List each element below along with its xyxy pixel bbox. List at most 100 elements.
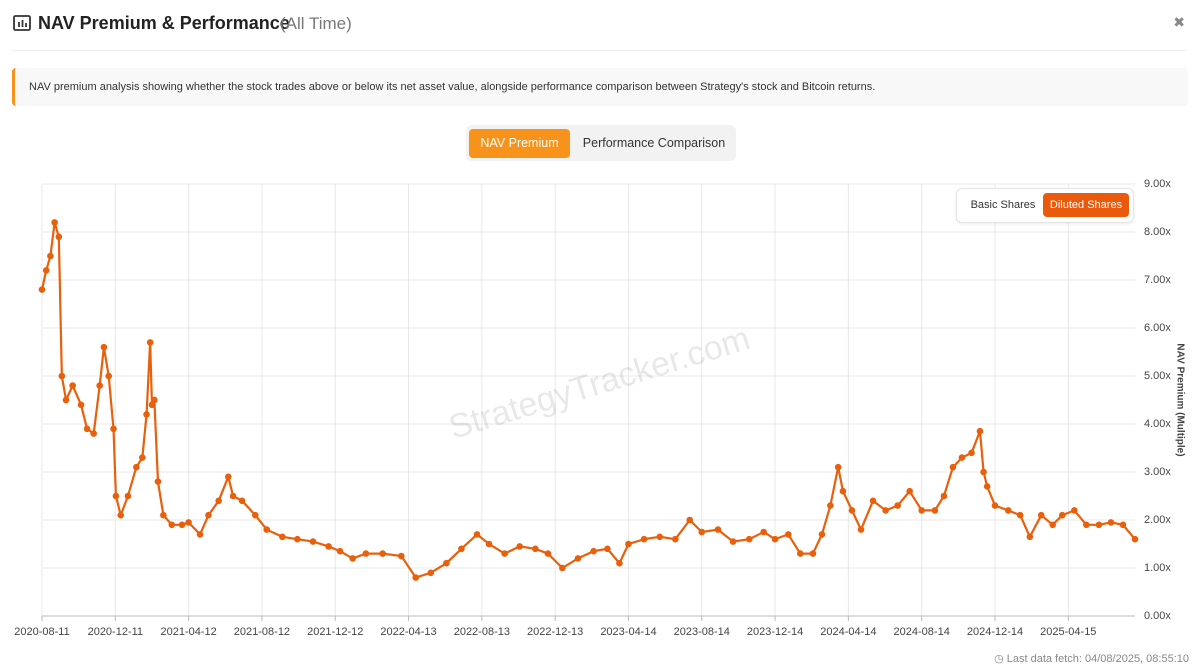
divider [12,50,1187,51]
data-point [544,550,552,557]
data-point [760,528,767,536]
data-point [532,545,539,553]
data-point [784,531,792,538]
data-point [949,463,957,471]
data-point [625,540,632,548]
data-point [124,492,132,500]
y-tick-label: 4.00x [1144,418,1171,430]
data-point [797,550,804,557]
data-point [574,555,582,562]
tab[interactable]: Performance Comparison [582,136,726,150]
data-point [869,497,877,505]
data-point [133,463,140,471]
data-point [379,550,386,557]
data-point [882,507,889,514]
data-point [458,545,465,553]
data-point [1058,511,1066,519]
data-point [263,526,271,533]
data-point [894,502,901,509]
data-point [857,526,865,533]
data-point [714,526,722,533]
x-tick-label: 2023-12-14 [747,626,803,638]
x-tick-label: 2022-04-13 [380,626,436,638]
data-point [62,396,70,404]
y-tick-label: 1.00x [1144,562,1171,574]
data-point [151,396,158,404]
data-point [559,564,566,572]
data-point [168,521,176,529]
data-point [279,533,286,541]
data-point [698,528,706,536]
data-point [185,519,192,526]
y-tick-label: 0.00x [1144,610,1171,622]
x-tick-label: 2022-08-13 [454,626,510,638]
y-tick-label: 3.00x [1144,466,1171,478]
y-axis-label: NAV Premium (Multiple) [1174,343,1185,456]
data-point [77,401,85,409]
data-point [143,411,150,418]
data-point [105,372,112,380]
data-point [427,569,435,577]
close-button[interactable]: ✖ [1173,14,1185,30]
data-point [976,427,984,435]
data-point [771,535,779,543]
toggle-button[interactable]: Diluted Shares [1043,193,1129,217]
x-tick-label: 2020-12-11 [88,626,143,638]
data-point [83,425,91,433]
data-point [1131,535,1139,543]
x-tick-label: 2025-04-15 [1040,626,1096,638]
data-point [745,535,753,543]
data-point [839,487,847,495]
data-point [90,430,97,437]
y-tick-label: 8.00x [1144,226,1171,238]
data-point [154,478,162,485]
data-point [1049,521,1056,529]
data-point [100,343,108,351]
toggle-button[interactable]: Basic Shares [970,199,1036,211]
data-point [983,483,991,490]
data-point [616,559,623,567]
data-point [229,492,237,500]
data-point [1037,511,1045,519]
data-point [940,492,948,500]
x-tick-label: 2023-04-14 [600,626,656,638]
data-point [656,533,664,541]
subtitle: (All Time) [280,14,352,33]
data-point [834,463,842,471]
data-point [69,382,76,389]
x-tick-label: 2024-04-14 [820,626,876,638]
chart-icon [13,15,31,31]
data-point [931,507,939,514]
data-point [1083,521,1090,529]
data-point [215,497,222,505]
x-tick-label: 2021-12-12 [307,626,363,638]
data-point [1071,507,1078,514]
data-point [590,547,597,555]
data-point [51,219,58,226]
data-point [55,233,63,241]
data-point [958,454,966,461]
data-point [238,497,246,505]
tab-bar: NAV Premium Performance Comparison [466,125,736,161]
data-point [224,473,232,481]
data-point [686,516,694,524]
data-point [604,545,611,553]
info-box: NAV premium analysis showing whether the… [12,68,1188,106]
data-point [42,267,50,274]
data-point [818,531,826,538]
data-point [1095,521,1103,529]
data-point [968,449,975,457]
data-point [1016,511,1024,519]
y-tick-label: 5.00x [1144,370,1171,382]
title: NAV Premium & Performance [38,13,290,33]
footer: ◷ Last data fetch: 04/08/2025, 08:55:10 [994,653,1189,665]
data-point [848,507,856,514]
tab[interactable]: NAV Premium [469,129,570,158]
data-point [1107,519,1115,526]
x-tick-label: 2024-12-14 [967,626,1023,638]
data-point [991,502,999,509]
data-point [139,454,146,461]
data-point [1004,507,1012,514]
data-point [252,511,259,519]
